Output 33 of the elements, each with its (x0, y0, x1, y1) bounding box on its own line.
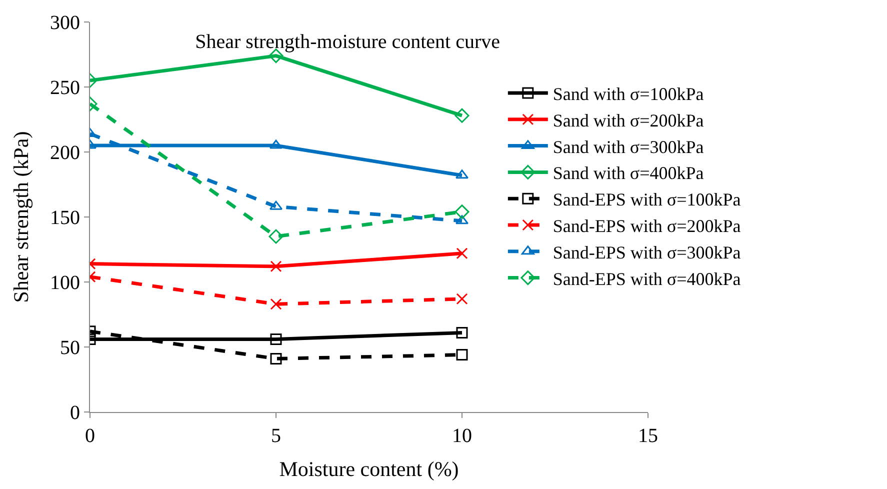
point (454, 204, 470, 220)
legend-label: Sand-EPS with σ=300kPa (552, 242, 741, 262)
legend-label: Sand with σ=100kPa (552, 84, 704, 104)
point (270, 333, 282, 345)
y-tick-label: 300 (50, 12, 80, 34)
x-tick-label: 0 (85, 425, 95, 447)
point (270, 352, 282, 364)
point (270, 260, 282, 272)
legend-label: Sand with σ=200kPa (552, 110, 704, 130)
x-tick-label: 10 (452, 425, 472, 447)
point (456, 326, 468, 338)
point (268, 229, 284, 244)
y-tick-label: 150 (50, 207, 80, 229)
text: Shear strength-moisture content curve (195, 31, 500, 54)
legend-label: Sand with σ=400kPa (552, 163, 704, 184)
y-tick-label: 200 (50, 142, 80, 164)
point (456, 248, 468, 260)
y-tick-label: 50 (60, 337, 80, 359)
y-tick-label: 250 (50, 77, 80, 99)
y-tick-label: 100 (50, 272, 80, 294)
legend-label: Sand-EPS with σ=100kPa (552, 190, 741, 210)
x-tick-label: 15 (638, 425, 658, 447)
point (270, 298, 282, 310)
legend-label: Sand with σ=300kPa (552, 136, 704, 157)
y-tick-label: 0 (70, 402, 80, 424)
point (456, 293, 468, 305)
legend-label: Sand-EPS with σ=200kPa (552, 216, 741, 236)
x-axis-title: Moisture content (%) (279, 457, 459, 482)
point (454, 108, 470, 123)
point (456, 349, 468, 361)
x-tick-label: 5 (271, 425, 281, 447)
legend-label: Sand-EPS with σ=400kPa (552, 268, 741, 289)
y-axis-title: Shear strength (kPa) (9, 131, 34, 303)
